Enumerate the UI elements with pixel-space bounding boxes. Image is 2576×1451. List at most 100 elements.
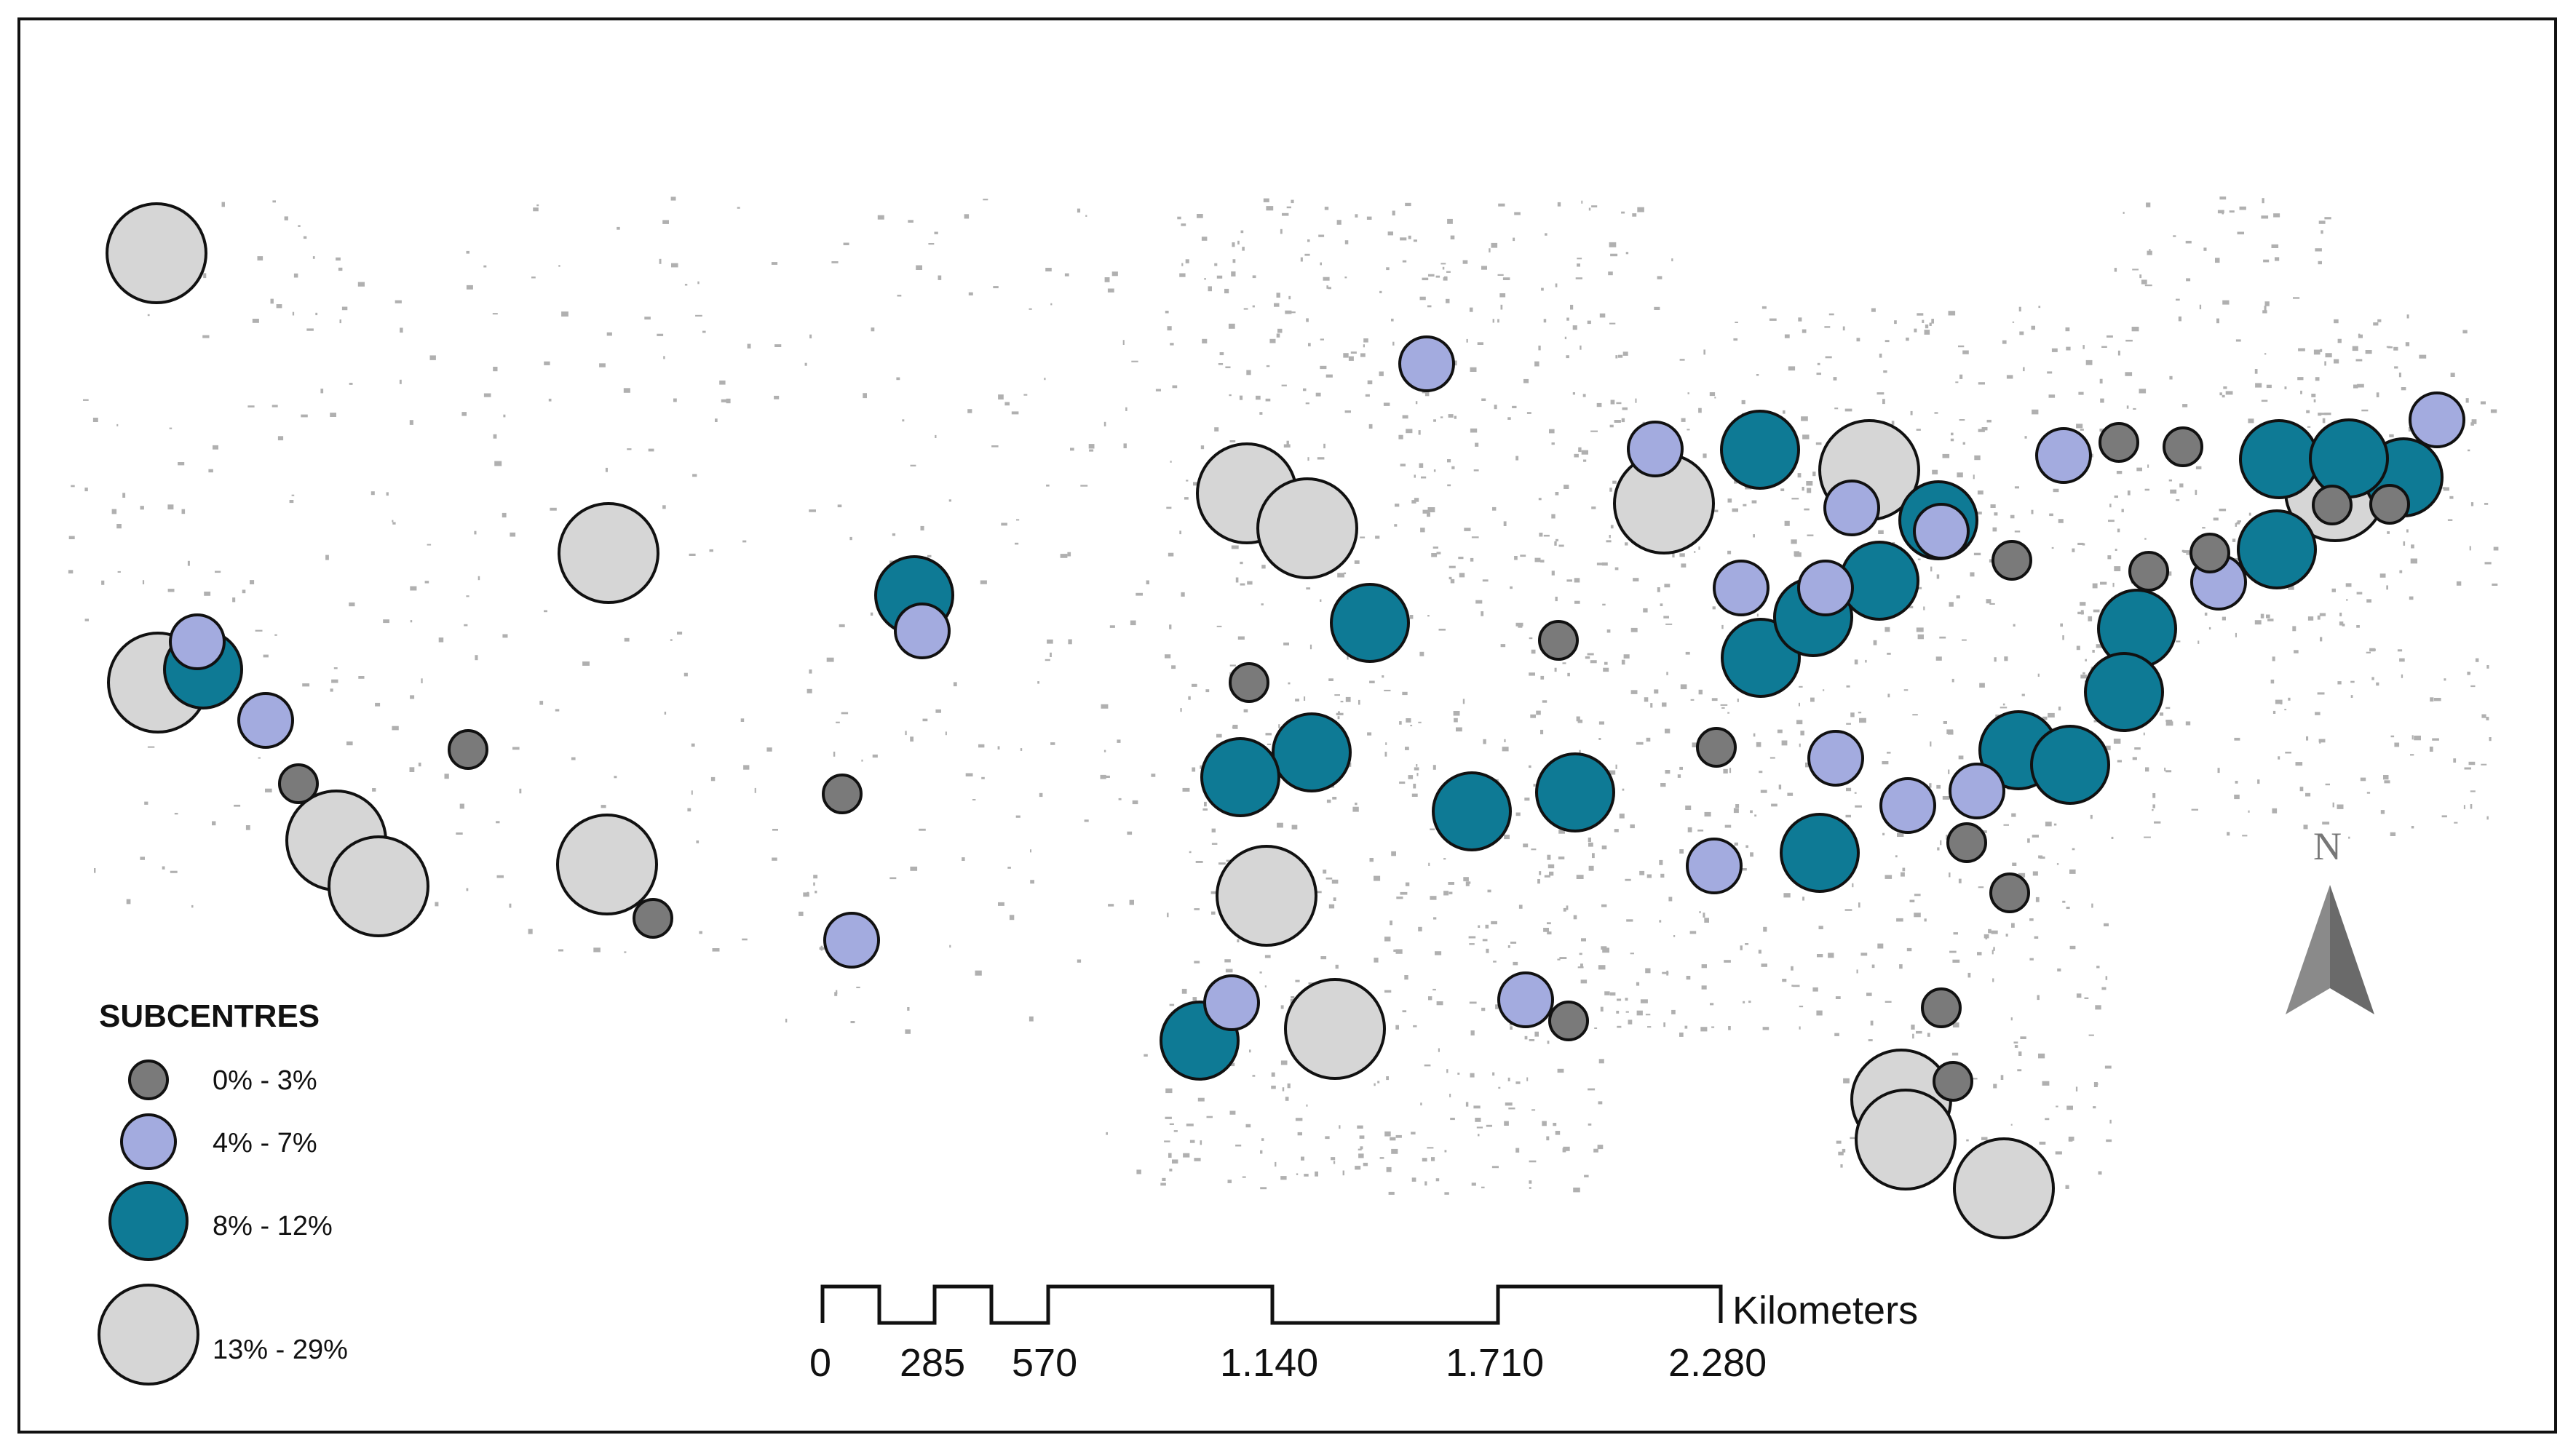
urban-dot <box>2169 375 2173 380</box>
urban-dot <box>338 267 343 271</box>
urban-dot <box>2469 546 2471 551</box>
urban-dot <box>1794 551 1800 557</box>
urban-dot <box>1182 787 1190 792</box>
urban-dot <box>1697 830 1704 832</box>
urban-dot <box>2339 621 2344 626</box>
urban-dot <box>1536 710 1541 715</box>
urban-dot <box>2031 325 2035 330</box>
urban-dot <box>910 866 918 871</box>
urban-dot <box>719 380 726 385</box>
urban-dot <box>1602 603 1606 606</box>
urban-dot <box>1940 840 1942 846</box>
urban-dot <box>1887 693 1890 698</box>
urban-dot <box>2248 418 2254 424</box>
urban-dot <box>1374 1083 1376 1086</box>
urban-dot <box>2080 675 2087 679</box>
urban-dot <box>1612 480 1617 484</box>
urban-dot <box>1994 512 1998 516</box>
urban-dot <box>502 634 508 638</box>
urban-dot <box>1914 913 1921 918</box>
urban-dot <box>169 427 173 429</box>
urban-dot <box>2045 822 2052 827</box>
subcentre-marker-s51 <box>1949 763 2005 819</box>
urban-dot <box>1384 752 1387 757</box>
urban-dot <box>1435 1178 1440 1182</box>
urban-dot <box>2234 795 2240 800</box>
urban-dot <box>1202 808 1208 811</box>
urban-dot <box>1791 985 1794 987</box>
urban-dot <box>2139 389 2147 394</box>
urban-dot <box>272 405 278 408</box>
urban-dot <box>1582 394 1586 397</box>
urban-dot <box>841 712 849 715</box>
urban-dot <box>1537 879 1540 884</box>
urban-dot <box>1644 697 1649 702</box>
urban-dot <box>1336 220 1341 225</box>
urban-dot <box>1409 615 1414 619</box>
urban-dot <box>536 204 539 207</box>
scale-tick-1710: 1.710 <box>1446 1341 1545 1385</box>
urban-dot <box>834 992 838 996</box>
urban-dot <box>2217 210 2224 214</box>
urban-dot <box>1469 943 1475 945</box>
urban-dot <box>208 469 213 473</box>
urban-dot <box>743 765 750 770</box>
urban-dot <box>1916 429 1921 431</box>
urban-dot <box>1897 832 1904 837</box>
urban-dot <box>1927 1033 1930 1037</box>
urban-dot <box>1192 997 1197 1001</box>
urban-dot <box>772 829 778 831</box>
urban-dot <box>1539 871 1542 875</box>
urban-dot <box>1011 411 1019 415</box>
urban-dot <box>1917 587 1922 589</box>
urban-dot <box>2080 429 2084 431</box>
subcentre-marker-s45 <box>1797 560 1854 616</box>
urban-dot <box>2011 923 2015 928</box>
urban-dot <box>1791 498 1799 500</box>
urban-dot <box>1647 1026 1652 1028</box>
urban-dot <box>1992 527 1997 532</box>
urban-dot <box>1745 943 1749 945</box>
urban-dot <box>1570 304 1574 310</box>
urban-dot <box>2397 649 2403 652</box>
urban-dot <box>140 856 145 860</box>
urban-dot <box>1597 1145 1604 1150</box>
urban-dot <box>1986 419 1992 423</box>
urban-dot <box>1609 770 1616 775</box>
urban-dot <box>1449 1094 1451 1097</box>
urban-dot <box>1737 699 1739 702</box>
urban-dot <box>1694 551 1696 553</box>
urban-dot <box>1665 770 1671 774</box>
urban-dot <box>1240 561 1243 565</box>
urban-dot <box>742 540 747 543</box>
urban-dot <box>1615 764 1617 769</box>
urban-dot <box>1936 784 1941 789</box>
urban-dot <box>2383 775 2389 780</box>
urban-dot <box>1399 721 1402 725</box>
urban-dot <box>2285 752 2291 754</box>
urban-dot <box>1229 1110 1236 1115</box>
urban-dot <box>1924 918 1927 922</box>
urban-dot <box>1751 500 1757 504</box>
urban-dot <box>1206 1116 1213 1118</box>
urban-dot <box>1660 783 1666 787</box>
urban-dot <box>1432 988 1436 991</box>
urban-dot <box>1958 345 1965 348</box>
urban-dot <box>1395 504 1400 507</box>
urban-dot <box>1456 727 1462 732</box>
urban-dot <box>1540 729 1544 735</box>
urban-dot <box>2237 520 2241 522</box>
urban-dot <box>1101 704 1109 709</box>
urban-dot <box>1390 921 1392 926</box>
urban-dot <box>2315 248 2322 252</box>
urban-dot <box>803 892 809 897</box>
urban-dot <box>1450 579 1455 584</box>
urban-dot <box>1375 536 1380 539</box>
urban-dot <box>935 434 937 438</box>
urban-dot <box>1581 938 1586 942</box>
urban-dot <box>1291 824 1298 830</box>
urban-dot <box>2262 310 2267 314</box>
urban-dot <box>1491 921 1497 925</box>
urban-dot <box>1551 571 1555 576</box>
urban-dot <box>2117 350 2120 356</box>
